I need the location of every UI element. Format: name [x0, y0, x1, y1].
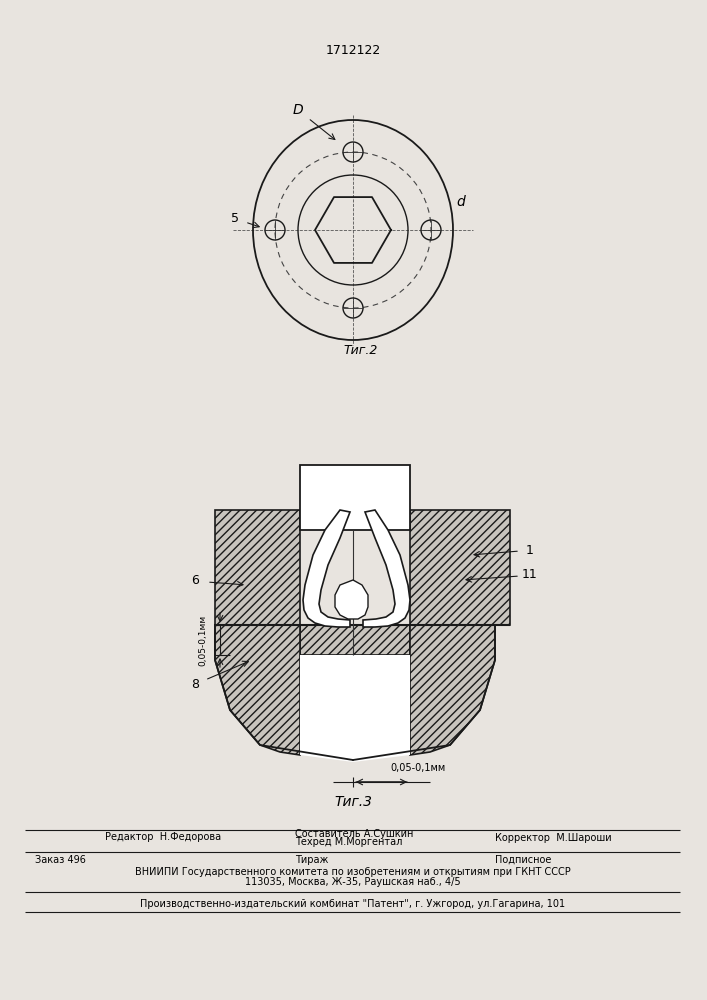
- Text: 8: 8: [191, 678, 199, 692]
- Polygon shape: [245, 625, 300, 655]
- Polygon shape: [335, 580, 368, 619]
- Text: Редактор  Н.Федорова: Редактор Н.Федорова: [105, 832, 221, 842]
- Text: Техред М.Моргентал: Техред М.Моргентал: [295, 837, 402, 847]
- Polygon shape: [410, 510, 510, 625]
- Text: D: D: [293, 103, 303, 117]
- Polygon shape: [215, 625, 245, 655]
- Text: 1: 1: [526, 544, 534, 556]
- Text: Производственно-издательский комбинат "Патент", г. Ужгород, ул.Гагарина, 101: Производственно-издательский комбинат "П…: [141, 899, 566, 909]
- Text: Составитель А.Сушкин: Составитель А.Сушкин: [295, 829, 414, 839]
- Text: Подписное: Подписное: [495, 855, 551, 865]
- Text: Корректор  М.Шароши: Корректор М.Шароши: [495, 833, 612, 843]
- Text: d: d: [457, 195, 465, 209]
- Polygon shape: [300, 625, 410, 655]
- Text: 11: 11: [522, 568, 538, 582]
- Text: Тираж: Тираж: [295, 855, 328, 865]
- Polygon shape: [215, 510, 300, 625]
- Text: Заказ 496: Заказ 496: [35, 855, 86, 865]
- Polygon shape: [215, 625, 300, 755]
- Text: 5: 5: [231, 212, 239, 225]
- Text: 6: 6: [191, 574, 199, 586]
- Text: Τиг.2: Τиг.2: [344, 344, 378, 357]
- Text: Τиг.3: Τиг.3: [334, 795, 372, 809]
- Polygon shape: [215, 625, 495, 760]
- Polygon shape: [410, 625, 495, 755]
- Text: 0,05-0,1мм: 0,05-0,1мм: [198, 614, 207, 666]
- Bar: [300, 465, 410, 530]
- Text: 0,05-0,1мм: 0,05-0,1мм: [390, 763, 445, 773]
- Text: 113035, Москва, Ж-35, Раушская наб., 4/5: 113035, Москва, Ж-35, Раушская наб., 4/5: [245, 877, 461, 887]
- Polygon shape: [300, 655, 410, 762]
- Polygon shape: [363, 510, 410, 627]
- Text: 1712122: 1712122: [325, 43, 380, 56]
- Text: ВНИИПИ Государственного комитета по изобретениям и открытиям при ГКНТ СССР: ВНИИПИ Государственного комитета по изоб…: [135, 867, 571, 877]
- Polygon shape: [303, 510, 350, 627]
